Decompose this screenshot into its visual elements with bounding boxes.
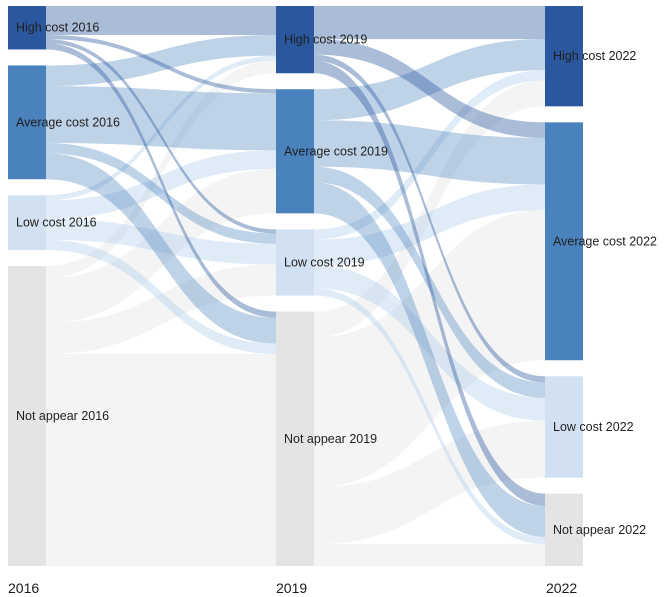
flow-l16-to-n19[interactable] [46, 239, 276, 354]
stage-label-2019: 2019 [276, 580, 307, 596]
flow-h16-to-n19[interactable] [46, 43, 276, 318]
flow-l19-to-h22[interactable] [314, 70, 545, 240]
flow-a19-to-a22[interactable] [314, 120, 545, 185]
node-label-l22: Low cost 2022 [553, 420, 634, 434]
flow-n19-to-n22[interactable] [314, 544, 545, 566]
flow-h16-to-l19[interactable] [46, 39, 276, 234]
flow-l19-to-a22[interactable] [314, 184, 545, 266]
flow-a19-to-h22[interactable] [314, 39, 545, 121]
flow-a19-to-n22[interactable] [314, 182, 545, 538]
flow-n16-to-n19[interactable] [46, 353, 276, 566]
node-l22[interactable] [545, 376, 583, 478]
flow-a16-to-h19[interactable] [46, 34, 276, 87]
links-layer [46, 6, 545, 566]
node-n22[interactable] [545, 493, 583, 566]
node-l19[interactable] [276, 229, 314, 296]
node-label-n16: Not appear 2016 [16, 409, 109, 423]
node-label-h19: High cost 2019 [284, 33, 367, 47]
node-label-a16: Average cost 2016 [16, 115, 120, 129]
node-label-n19: Not appear 2019 [284, 432, 377, 446]
flow-a16-to-a19[interactable] [46, 86, 276, 151]
flow-l19-to-l22[interactable] [314, 265, 545, 421]
flow-n19-to-a22[interactable] [314, 210, 545, 488]
flow-h19-to-h22[interactable] [314, 6, 545, 40]
stage-label-2016: 2016 [8, 580, 39, 596]
stage-label-2022: 2022 [546, 580, 577, 596]
flow-h19-to-n22[interactable] [314, 60, 545, 507]
node-label-l16: Low cost 2016 [16, 216, 97, 230]
node-l16[interactable] [8, 195, 46, 251]
flow-a16-to-l19[interactable] [46, 143, 276, 244]
labels-layer: High cost 2016 Average cost 2016 Low cost … [16, 21, 657, 537]
node-label-a22: Average cost 2022 [553, 234, 657, 248]
flow-l16-to-a19[interactable] [46, 150, 276, 220]
node-a16[interactable] [8, 65, 46, 180]
node-h22[interactable] [545, 6, 583, 107]
node-n19[interactable] [276, 311, 314, 566]
stage-axis: 2016 2019 2022 [8, 580, 577, 596]
flow-l19-to-n22[interactable] [314, 288, 545, 545]
nodes-layer [8, 6, 583, 566]
node-h19[interactable] [276, 6, 314, 74]
flow-n16-to-h19[interactable] [46, 60, 276, 279]
flow-h16-to-h19[interactable] [46, 6, 276, 35]
flow-h19-to-a22[interactable] [314, 39, 545, 138]
node-n16[interactable] [8, 266, 46, 566]
flow-a19-to-l22[interactable] [314, 166, 545, 398]
flow-n19-to-h22[interactable] [314, 80, 545, 338]
flow-n19-to-l22[interactable] [314, 420, 545, 545]
node-label-h22: High cost 2022 [553, 49, 636, 63]
node-label-h16: High cost 2016 [16, 21, 99, 35]
node-label-n22: Not appear 2022 [553, 523, 646, 537]
node-h16[interactable] [8, 6, 46, 50]
node-label-l19: Low cost 2019 [284, 255, 365, 269]
node-a19[interactable] [276, 89, 314, 214]
flow-l16-to-l19[interactable] [46, 219, 276, 265]
flow-l16-to-h19[interactable] [46, 55, 276, 201]
flow-a16-to-n19[interactable] [46, 153, 276, 344]
flow-n16-to-l19[interactable] [46, 264, 276, 354]
flow-h16-to-a19[interactable] [46, 34, 276, 94]
flow-n16-to-a19[interactable] [46, 168, 276, 323]
flow-h19-to-l22[interactable] [314, 54, 545, 383]
node-label-a19: Average cost 2019 [284, 144, 388, 158]
node-a22[interactable] [545, 122, 583, 361]
